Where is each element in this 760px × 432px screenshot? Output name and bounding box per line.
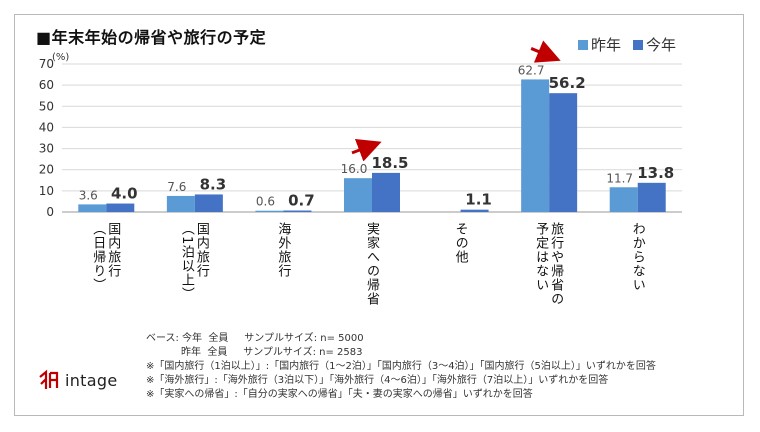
legend: 昨年 今年: [578, 34, 676, 55]
data-label-last-year: 0.6: [256, 195, 275, 209]
note-overseas: ※「海外旅行」:「海外旅行（3泊以下）」「海外旅行（4～6泊）」「海外旅行（7泊…: [146, 375, 609, 386]
note-domestic-overnight: ※「国内旅行（1泊以上）」:「国内旅行（1～2泊）」「国内旅行（3～4泊）」「国…: [146, 361, 656, 372]
category-label-line: わからない: [629, 222, 645, 292]
y-tick-label: 20: [39, 163, 54, 177]
increase-arrow: [351, 138, 382, 162]
data-label-last-year: 11.7: [606, 171, 633, 185]
note-homecoming: ※「実家への帰省」:「自分の実家への帰省」「夫・妻の実家への帰省」いずれかを回答: [146, 389, 533, 400]
decrease-arrow: [530, 40, 561, 63]
bar-last-year: [521, 79, 550, 212]
bar-this-year: [283, 210, 312, 212]
category-label-line: 海外旅行: [275, 222, 291, 278]
y-tick-label: 40: [39, 120, 54, 134]
category-label-line: 国内旅行: [105, 222, 121, 278]
chart-frame: [14, 14, 744, 416]
sample-size-this-year: ベース: 今年 全員 サンプルサイズ: n= 5000: [146, 333, 364, 344]
category-label-line: 旅行や帰省の: [548, 222, 564, 306]
bar-this-year: [637, 182, 666, 212]
legend-swatch-last-year: [578, 39, 588, 50]
y-tick-label: 30: [39, 142, 54, 156]
y-tick-label: 0: [46, 205, 54, 219]
data-label-this-year: 56.2: [549, 74, 586, 92]
category-label: 海外旅行: [275, 222, 290, 278]
bar-this-year: [194, 194, 223, 212]
data-label-this-year: 13.8: [637, 164, 674, 182]
bar-last-year: [609, 187, 638, 212]
category-label-line: 予定はない: [533, 222, 549, 292]
data-label-this-year: 18.5: [371, 154, 408, 172]
intage-logo-text: intage: [65, 370, 118, 390]
bar-chart: 0 10 20 30 40 50 60 70(%) 3.6 4.0 7.6 8.3 0.6 0.7 16.0…: [39, 40, 682, 219]
data-label-last-year: 3.6: [79, 188, 98, 202]
notes: ベース: 今年 全員 サンプルサイズ: n= 5000 昨年 全員 サンプルサイ…: [146, 332, 656, 402]
y-tick-label: 10: [39, 184, 54, 198]
category-label: わからない: [630, 222, 645, 292]
category-label: 国内旅行 （日帰り）: [90, 222, 120, 292]
data-label-this-year: 1.1: [465, 191, 492, 209]
y-axis-unit: (%): [52, 52, 69, 63]
bar-this-year: [106, 203, 135, 212]
category-label: 国内旅行 （1泊以上）: [179, 222, 209, 301]
data-label-this-year: 8.3: [200, 175, 227, 193]
category-label-line: （1泊以上）: [178, 222, 194, 302]
category-label-line: 国内旅行: [193, 222, 209, 278]
bar-this-year: [549, 93, 578, 212]
bar-last-year: [344, 178, 372, 212]
bar-this-year: [372, 172, 400, 212]
intage-logo: intage: [38, 369, 117, 391]
legend-label-this-year: 今年: [646, 36, 677, 54]
bar-last-year: [255, 210, 284, 212]
category-label: 実家への帰省: [364, 222, 379, 306]
category-label-line: その他: [452, 222, 468, 264]
data-label-this-year: 0.7: [288, 192, 315, 210]
y-tick-label: 70: [39, 57, 54, 71]
chart-title: ■年末年始の帰省や旅行の予定: [36, 28, 267, 47]
category-label-line: 実家への帰省: [364, 222, 379, 306]
y-tick-label: 60: [39, 78, 54, 92]
sample-size-last-year: 昨年 全員 サンプルサイズ: n= 2583: [146, 347, 363, 358]
data-label-this-year: 4.0: [111, 185, 138, 203]
category-label-line: （日帰り）: [90, 222, 106, 292]
legend-swatch-this-year: [633, 39, 644, 50]
data-label-last-year: 16.0: [341, 162, 368, 176]
legend-item-this-year: 今年: [633, 34, 676, 55]
intage-logo-icon: [39, 369, 59, 389]
legend-label-last-year: 昨年: [591, 36, 622, 54]
category-label: 旅行や帰省の 予定はない: [533, 222, 563, 306]
y-tick-label: 50: [39, 99, 54, 113]
legend-item-last-year: 昨年: [578, 34, 621, 55]
data-label-last-year: 7.6: [167, 180, 186, 194]
category-label: その他: [453, 222, 468, 264]
bar-last-year: [166, 195, 195, 212]
bar-this-year: [460, 209, 489, 212]
bar-last-year: [78, 204, 107, 212]
data-label-last-year: 62.7: [518, 63, 545, 77]
